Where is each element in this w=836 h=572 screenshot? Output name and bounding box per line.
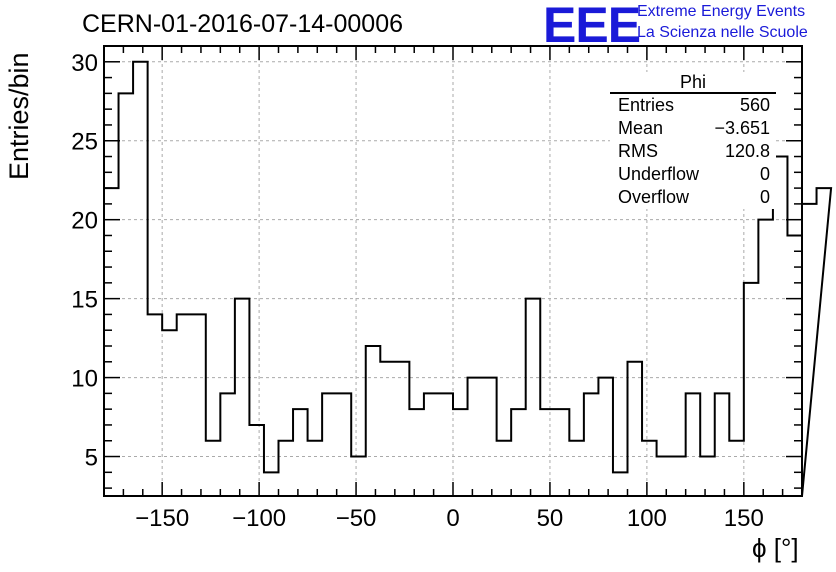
stats-value: 0 — [759, 164, 770, 184]
logo-line-1: Extreme Energy Events — [637, 3, 806, 20]
x-tick-labels: −150 −100 −50 0 50 100 150 — [135, 505, 764, 532]
histogram-step-line — [103, 60, 833, 497]
y-tick-label: 5 — [85, 445, 98, 472]
y-tick-label: 20 — [71, 208, 98, 235]
x-tick-label: 100 — [627, 505, 667, 532]
stats-row: Entries 560 — [610, 94, 776, 117]
stats-label: RMS — [618, 141, 658, 161]
stats-label: Mean — [618, 118, 664, 138]
stats-row: Overflow 0 — [610, 186, 776, 209]
y-tick-label: 10 — [71, 366, 98, 393]
stats-label: Entries — [618, 95, 675, 115]
y-tick-label: 25 — [71, 129, 98, 156]
y-tick-labels: 5 10 15 20 25 30 — [71, 50, 98, 472]
x-tick-label: −50 — [336, 505, 377, 532]
stats-title: Phi — [610, 72, 776, 94]
stats-value: 120.8 — [724, 141, 770, 161]
y-axis-label: Entries/bin — [4, 52, 34, 180]
stats-box: Phi Entries 560 Mean −3.651 RMS 120.8 Un… — [610, 72, 776, 209]
chart-title: CERN-01-2016-07-14-00006 — [82, 10, 404, 38]
y-tick-label: 30 — [71, 50, 98, 77]
x-tick-label: 150 — [724, 505, 764, 532]
stats-value: −3.651 — [714, 118, 770, 138]
stats-row: RMS 120.8 — [610, 140, 776, 163]
stats-label: Overflow — [618, 187, 690, 207]
stats-row: Underflow 0 — [610, 163, 776, 186]
x-tick-label: −150 — [135, 505, 189, 532]
eee-logo: EEE — [543, 0, 641, 53]
stats-label: Underflow — [618, 164, 700, 184]
x-tick-label: 50 — [537, 505, 564, 532]
x-tick-label: 0 — [446, 505, 459, 532]
x-axis-label: ϕ [°] — [752, 533, 799, 563]
stats-row: Mean −3.651 — [610, 117, 776, 140]
x-tick-label: −100 — [232, 505, 286, 532]
y-tick-label: 15 — [71, 287, 98, 314]
logo-line-2: La Scienza nelle Scuole — [637, 24, 808, 41]
stats-value: 560 — [739, 95, 770, 115]
axis-ticks — [103, 45, 803, 496]
stats-value: 0 — [759, 187, 770, 207]
